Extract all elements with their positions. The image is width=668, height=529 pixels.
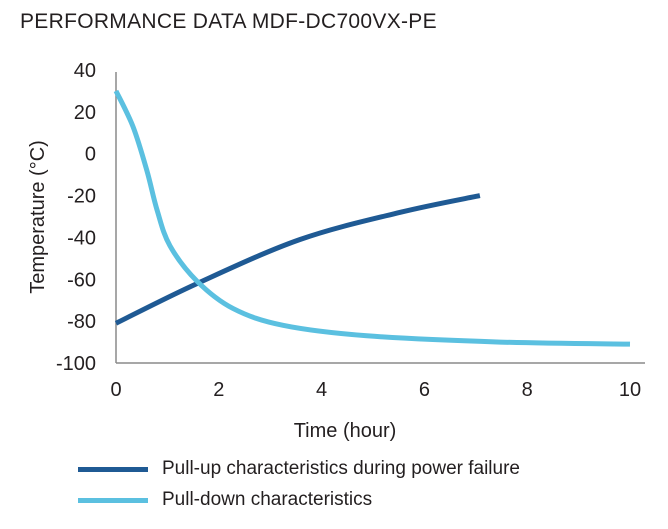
- legend-swatch: [78, 497, 148, 503]
- x-tick-label: 0: [110, 379, 121, 401]
- x-tick-label: 10: [619, 379, 641, 401]
- series-line-0: [114, 193, 481, 326]
- series-line-1: [113, 89, 631, 347]
- y-tick-label: -40: [67, 227, 96, 249]
- y-tick-label: 20: [74, 102, 96, 124]
- y-tick-label: -20: [67, 186, 96, 208]
- x-axis-label: Time (hour): [294, 420, 397, 442]
- legend-item-pull-up: Pull-up characteristics during power fai…: [78, 458, 520, 480]
- y-tick-label: -60: [67, 269, 96, 291]
- y-axis-label: Temperature (°C): [27, 140, 49, 294]
- chart-title: PERFORMANCE DATA MDF-DC700VX-PE: [20, 10, 437, 33]
- x-tick-label: 6: [419, 379, 430, 401]
- legend-label: Pull-down characteristics: [162, 489, 373, 510]
- legend-swatch: [78, 466, 148, 472]
- x-tick-label: 4: [316, 379, 327, 401]
- y-tick-label: -80: [67, 311, 96, 333]
- x-tick-label: 8: [522, 379, 533, 401]
- legend-label: Pull-up characteristics during power fai…: [162, 458, 520, 479]
- x-tick-label: 2: [213, 379, 224, 401]
- y-tick-label: -100: [56, 353, 96, 375]
- y-tick-label: 0: [85, 144, 96, 166]
- legend-item-pull-down: Pull-down characteristics: [78, 489, 372, 511]
- y-tick-label: 40: [74, 60, 96, 82]
